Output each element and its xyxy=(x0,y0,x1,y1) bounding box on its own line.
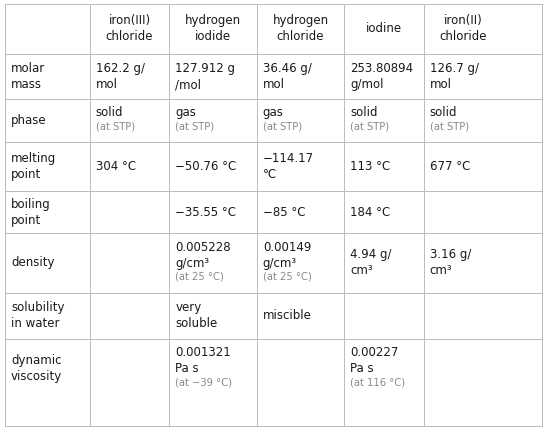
Text: miscible: miscible xyxy=(263,309,312,322)
Text: 127.912 g
/mol: 127.912 g /mol xyxy=(175,62,235,91)
Text: (at STP): (at STP) xyxy=(175,122,215,132)
Text: (at 25 °C): (at 25 °C) xyxy=(263,271,312,282)
Text: −114.17
°C: −114.17 °C xyxy=(263,152,314,181)
Text: 677 °C: 677 °C xyxy=(430,160,470,173)
Text: 36.46 g/
mol: 36.46 g/ mol xyxy=(263,62,312,91)
Text: −85 °C: −85 °C xyxy=(263,206,305,218)
Text: (at STP): (at STP) xyxy=(96,122,135,132)
Text: 4.94 g/
cm³: 4.94 g/ cm³ xyxy=(351,248,392,277)
Text: (at 116 °C): (at 116 °C) xyxy=(351,377,406,387)
Text: solid: solid xyxy=(351,106,378,119)
Text: molar
mass: molar mass xyxy=(11,62,45,91)
Text: (at STP): (at STP) xyxy=(351,122,389,132)
Text: 126.7 g/
mol: 126.7 g/ mol xyxy=(430,62,479,91)
Text: solubility
in water: solubility in water xyxy=(11,301,64,330)
Text: dynamic
viscosity: dynamic viscosity xyxy=(11,354,62,383)
Text: gas: gas xyxy=(263,106,284,119)
Text: 113 °C: 113 °C xyxy=(351,160,390,173)
Text: very
soluble: very soluble xyxy=(175,301,217,330)
Text: −35.55 °C: −35.55 °C xyxy=(175,206,236,218)
Text: gas: gas xyxy=(175,106,196,119)
Text: −50.76 °C: −50.76 °C xyxy=(175,160,236,173)
Text: phase: phase xyxy=(11,114,46,127)
Text: hydrogen
iodide: hydrogen iodide xyxy=(185,14,241,43)
Text: solid: solid xyxy=(430,106,458,119)
Text: 3.16 g/
cm³: 3.16 g/ cm³ xyxy=(430,248,471,277)
Text: iron(III)
chloride: iron(III) chloride xyxy=(106,14,153,43)
Text: 0.00227
Pa s: 0.00227 Pa s xyxy=(351,346,399,375)
Text: iodine: iodine xyxy=(366,22,402,35)
Text: 0.00149
g/cm³: 0.00149 g/cm³ xyxy=(263,241,311,270)
Text: hydrogen
chloride: hydrogen chloride xyxy=(272,14,329,43)
Text: (at 25 °C): (at 25 °C) xyxy=(175,271,224,282)
Text: density: density xyxy=(11,256,55,269)
Text: (at −39 °C): (at −39 °C) xyxy=(175,377,232,387)
Text: 0.001321
Pa s: 0.001321 Pa s xyxy=(175,346,231,375)
Text: 304 °C: 304 °C xyxy=(96,160,136,173)
Text: (at STP): (at STP) xyxy=(430,122,469,132)
Text: 253.80894
g/mol: 253.80894 g/mol xyxy=(351,62,413,91)
Text: boiling
point: boiling point xyxy=(11,197,51,227)
Text: 162.2 g/
mol: 162.2 g/ mol xyxy=(96,62,145,91)
Text: 184 °C: 184 °C xyxy=(351,206,390,218)
Text: iron(II)
chloride: iron(II) chloride xyxy=(440,14,488,43)
Text: melting
point: melting point xyxy=(11,152,56,181)
Text: 0.005228
g/cm³: 0.005228 g/cm³ xyxy=(175,241,231,270)
Text: (at STP): (at STP) xyxy=(263,122,302,132)
Text: solid: solid xyxy=(96,106,123,119)
